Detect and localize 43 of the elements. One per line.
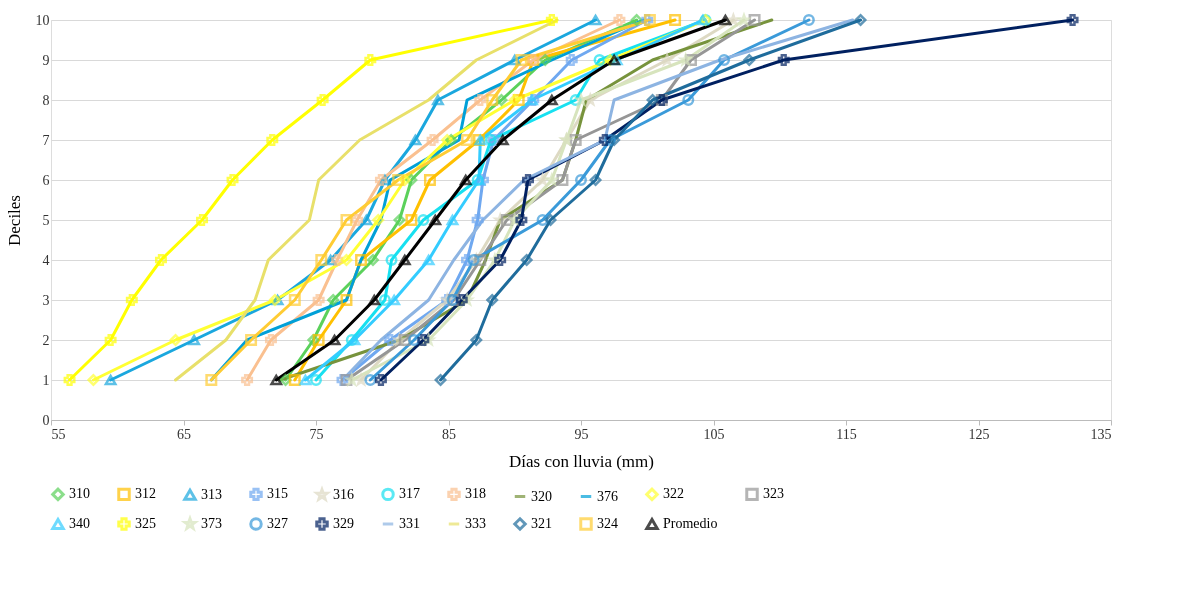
legend-label: 322 — [663, 486, 684, 502]
legend-label: Promedio — [663, 516, 718, 531]
legend-label: 340 — [69, 516, 90, 531]
legend-label: 317 — [399, 486, 420, 502]
y-tick-label: 4 — [42, 252, 50, 268]
x-tick-label: 95 — [574, 426, 589, 442]
legend-label: 327 — [267, 516, 288, 531]
legend-label: 316 — [333, 486, 354, 502]
y-tick-label: 1 — [42, 372, 50, 388]
legend-label: 320 — [531, 488, 552, 504]
y-tick-label: 3 — [42, 292, 50, 308]
y-tick-label: 0 — [42, 412, 50, 428]
legend-label: 373 — [201, 516, 222, 531]
legend-label: 318 — [465, 486, 486, 502]
x-tick-label: 75 — [309, 426, 324, 442]
x-tick-label: 105 — [703, 426, 725, 442]
y-tick-label: 5 — [42, 212, 50, 228]
legend-label: 315 — [267, 486, 288, 502]
legend-label: 313 — [201, 486, 222, 502]
y-tick-label: 7 — [42, 132, 50, 148]
x-axis-title: Días con lluvia (mm) — [509, 451, 654, 471]
legend-label: 323 — [763, 486, 784, 502]
legend-label: 333 — [465, 516, 486, 531]
x-tick-label: 125 — [968, 426, 990, 442]
y-tick-label: 6 — [42, 172, 50, 188]
legend-label: 321 — [531, 516, 552, 531]
x-tick-label: 135 — [1090, 426, 1112, 442]
y-tick-label: 9 — [42, 52, 50, 68]
x-tick-label: 85 — [442, 426, 456, 442]
y-tick-label: 10 — [35, 12, 50, 28]
legend-label: 329 — [333, 516, 354, 531]
legend-label: 312 — [135, 486, 156, 502]
legend-label: 325 — [135, 516, 156, 531]
y-tick-label: 2 — [42, 332, 50, 348]
x-tick-label: 65 — [177, 426, 191, 442]
x-tick-label: 55 — [51, 426, 66, 442]
legend-label: 310 — [69, 486, 90, 502]
x-tick-label: 115 — [836, 426, 857, 442]
legend-label: 324 — [597, 516, 618, 531]
y-tick-label: 8 — [42, 92, 50, 108]
y-axis-title: Deciles — [4, 195, 24, 246]
legend-label: 376 — [597, 488, 618, 504]
legend-label: 331 — [399, 516, 420, 531]
